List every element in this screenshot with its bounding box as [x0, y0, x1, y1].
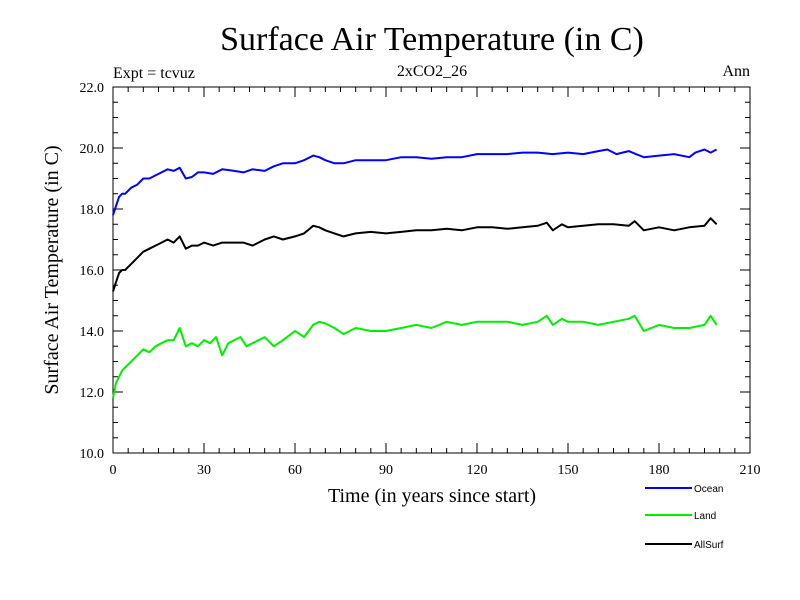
- y-tick-labels: 10.0 12.0 14.0 16.0 18.0 20.0 22.0: [80, 81, 105, 462]
- y-tick-label: 10.0: [80, 447, 105, 462]
- x-tick-label: 90: [379, 463, 393, 478]
- x-tick-label: 60: [288, 463, 302, 478]
- y-tick-label: 22.0: [80, 81, 105, 96]
- axis-ticks: [112, 86, 751, 454]
- y-axis-title: Surface Air Temperature (in C): [41, 145, 63, 394]
- y-tick-label: 12.0: [80, 386, 105, 401]
- x-tick-label: 30: [197, 463, 211, 478]
- legend-label: AllSurf: [694, 540, 724, 551]
- period-label: Ann: [722, 63, 750, 80]
- plot-frame: [112, 86, 751, 454]
- y-tick-label: 14.0: [80, 325, 105, 340]
- series-line-ocean: [112, 148, 718, 216]
- y-tick-label: 20.0: [80, 142, 105, 157]
- x-tick-label: 0: [110, 463, 117, 478]
- series-layer: [112, 148, 718, 399]
- y-tick-label: 16.0: [80, 264, 105, 279]
- series-line-allsurf: [112, 217, 718, 292]
- x-tick-label: 120: [467, 463, 488, 478]
- x-tick-label: 180: [649, 463, 670, 478]
- x-tick-label: 150: [558, 463, 579, 478]
- legend-label: Ocean: [694, 484, 723, 495]
- x-tick-label: 210: [740, 463, 761, 478]
- legend-label: Land: [694, 511, 716, 522]
- x-axis-title: Time (in years since start): [328, 485, 536, 507]
- chart-title: Surface Air Temperature (in C): [220, 21, 644, 58]
- y-tick-label: 18.0: [80, 203, 105, 218]
- series-line-land: [112, 314, 718, 399]
- x-tick-labels: 0 30 60 90 120 150 180 210: [110, 463, 761, 478]
- experiment-label: Expt = tcvuz: [113, 65, 195, 82]
- legend: Ocean Land AllSurf: [645, 484, 724, 551]
- chart-subtitle: 2xCO2_26: [397, 63, 467, 80]
